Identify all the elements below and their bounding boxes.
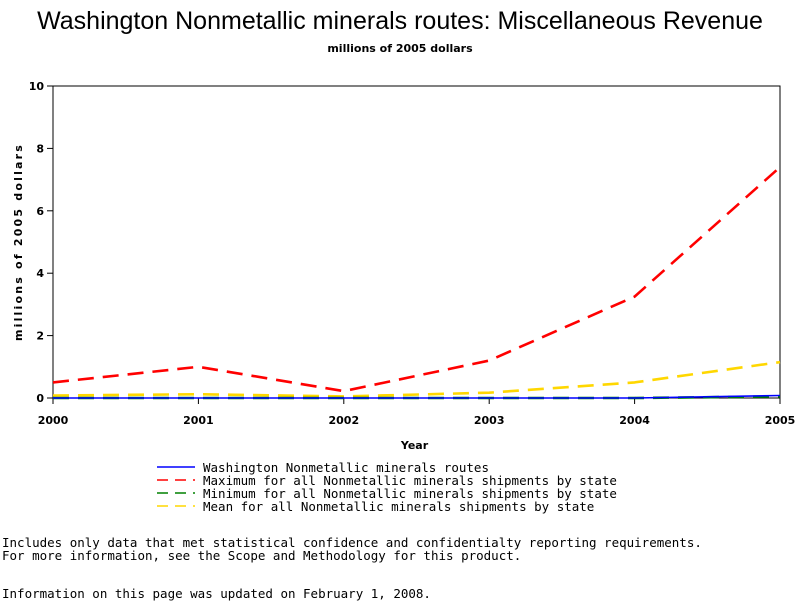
x-tick-label: 2003 <box>474 414 505 427</box>
legend-label: Washington Nonmetallic minerals routes <box>203 460 489 475</box>
y-tick-label: 2 <box>36 330 44 343</box>
x-tick-label: 2000 <box>38 414 69 427</box>
x-tick-label: 2005 <box>765 414 796 427</box>
y-tick-label: 10 <box>29 80 45 93</box>
y-tick-label: 0 <box>36 392 44 405</box>
series-line-0 <box>53 394 781 399</box>
legend-label: Minimum for all Nonmetallic minerals shi… <box>203 486 617 501</box>
legend-label: Maximum for all Nonmetallic minerals shi… <box>203 473 617 488</box>
x-tick-label: 2002 <box>328 414 359 427</box>
y-tick-label: 8 <box>36 142 44 155</box>
y-tick-label: 6 <box>36 205 44 218</box>
footnote-confidentiality: Includes only data that met statistical … <box>2 535 702 550</box>
footnote-methodology: For more information, see the Scope and … <box>2 548 522 563</box>
x-axis-label: Year <box>400 439 429 452</box>
x-tick-label: 2004 <box>619 414 650 427</box>
series-line-1 <box>52 166 781 393</box>
plot-frame <box>52 85 781 399</box>
footnote-updated: Information on this page was updated on … <box>2 586 431 601</box>
y-axis-label: millions of 2005 dollars <box>12 143 25 341</box>
chart-title: Washington Nonmetallic minerals routes: … <box>37 7 763 35</box>
legend-label: Mean for all Nonmetallic minerals shipme… <box>203 499 594 514</box>
x-tick-label: 2001 <box>183 414 214 427</box>
chart-subtitle: millions of 2005 dollars <box>327 42 473 55</box>
series-line-3 <box>52 360 781 398</box>
y-tick-label: 4 <box>36 267 44 280</box>
